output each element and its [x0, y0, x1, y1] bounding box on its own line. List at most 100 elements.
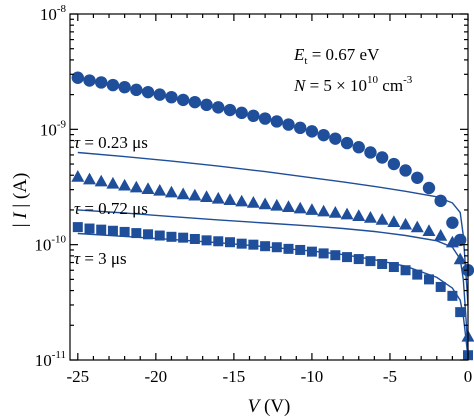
- triangle-point-31: [434, 229, 448, 241]
- square-point-26: [377, 258, 388, 269]
- circle-point-11: [200, 98, 213, 112]
- circle-point-9: [176, 93, 190, 107]
- square-point-16: [260, 241, 271, 252]
- fit-curve-circle: [77, 151, 469, 306]
- triangle-point-1: [83, 172, 97, 185]
- circle-point-6: [141, 85, 155, 99]
- triangle-point-23: [340, 207, 354, 220]
- square-point-24: [353, 254, 364, 265]
- plot-frame: [69, 13, 469, 361]
- square-point-3: [107, 225, 118, 236]
- triangle-point-20: [305, 203, 319, 215]
- square-point-14: [236, 238, 247, 249]
- circle-point-18: [282, 118, 295, 131]
- square-point-12: [213, 236, 224, 247]
- triangle-point-5: [129, 180, 143, 193]
- axis-ticks: -25 -20 -15 -10 -5 0 10-8 10-9 10-10 10-11: [34, 3, 472, 386]
- square-point-11: [201, 235, 212, 246]
- fit-label-tau-3: τ = 3 μs: [74, 249, 127, 268]
- square-point-6: [143, 229, 154, 240]
- square-point-13: [224, 237, 235, 248]
- triangle-point-15: [246, 196, 260, 208]
- square-point-25: [365, 256, 376, 267]
- triangle-point-25: [363, 211, 377, 223]
- square-point-5: [131, 228, 142, 239]
- x-tick-label-5: 0: [464, 367, 473, 386]
- circle-point-21: [317, 128, 330, 142]
- triangle-point-2: [94, 174, 108, 187]
- triangle-point-0: [71, 169, 85, 182]
- y-tick-label-3: 10-11: [35, 349, 66, 370]
- square-point-9: [178, 232, 189, 243]
- circle-point-16: [258, 112, 272, 125]
- square-point-22: [330, 250, 341, 261]
- triangle-point-28: [399, 217, 413, 230]
- circle-point-0: [71, 71, 85, 84]
- triangle-point-3: [106, 176, 120, 189]
- square-point-1: [84, 223, 95, 234]
- fit-curve-triangle: [77, 209, 469, 351]
- x-tick-label-0: -25: [66, 367, 89, 386]
- x-tick-label-2: -15: [223, 367, 246, 386]
- triangle-point-13: [223, 193, 237, 205]
- triangle-point-22: [328, 206, 342, 218]
- y-axis-label: | I | (A): [10, 173, 31, 228]
- circle-point-32: [446, 216, 459, 229]
- circle-point-22: [329, 132, 342, 145]
- square-point-18: [283, 243, 294, 254]
- triangle-point-33: [453, 252, 467, 265]
- x-tick-label-3: -10: [301, 367, 324, 386]
- circle-point-2: [95, 76, 108, 89]
- circle-point-1: [83, 74, 96, 87]
- triangle-point-32: [445, 235, 459, 248]
- square-point-20: [306, 246, 317, 257]
- annotation-trap-energy: Et = 0.67 eV: [293, 45, 380, 67]
- circle-point-5: [130, 83, 143, 97]
- triangle-point-17: [270, 198, 284, 211]
- square-point-15: [248, 239, 259, 250]
- triangle-point-12: [211, 191, 225, 204]
- square-point-23: [342, 252, 353, 263]
- y-tick-label-1: 10-9: [40, 118, 67, 139]
- triangle-point-30: [422, 224, 436, 236]
- square-point-2: [96, 224, 107, 235]
- circle-point-23: [340, 136, 354, 150]
- circle-point-27: [387, 157, 401, 171]
- square-point-4: [119, 226, 130, 237]
- circle-point-20: [305, 125, 319, 138]
- square-point-7: [154, 230, 165, 241]
- triangle-point-6: [141, 182, 155, 195]
- square-point-33: [455, 307, 466, 318]
- circle-point-14: [235, 106, 248, 120]
- circle-point-8: [165, 90, 178, 104]
- x-tick-label-1: -20: [145, 367, 168, 386]
- triangle-point-27: [387, 215, 401, 227]
- triangle-point-16: [258, 197, 272, 210]
- triangle-point-8: [164, 185, 178, 198]
- data-markers: [71, 71, 474, 361]
- square-point-30: [423, 274, 434, 285]
- triangle-point-4: [118, 178, 132, 191]
- x-tick-label-4: -5: [383, 367, 397, 386]
- square-point-29: [412, 269, 423, 280]
- circle-point-31: [434, 194, 447, 208]
- circle-point-25: [364, 146, 377, 159]
- triangle-point-11: [200, 190, 214, 203]
- circle-point-7: [153, 88, 166, 101]
- triangle-point-9: [176, 187, 190, 200]
- triangle-point-19: [293, 201, 307, 214]
- circle-point-15: [247, 109, 260, 123]
- y-tick-label-2: 10-10: [34, 234, 66, 255]
- circle-point-19: [294, 121, 307, 135]
- square-point-17: [271, 242, 282, 253]
- triangle-point-29: [410, 220, 424, 233]
- triangle-point-18: [282, 200, 296, 212]
- circle-point-28: [399, 164, 412, 177]
- x-axis-label: V (V): [248, 396, 291, 417]
- fit-label-tau-0-23: τ = 0.23 μs: [74, 133, 148, 152]
- square-point-10: [189, 233, 200, 244]
- square-point-0: [72, 222, 83, 233]
- square-point-28: [400, 265, 411, 276]
- triangle-point-26: [375, 213, 389, 225]
- triangle-point-14: [235, 194, 249, 207]
